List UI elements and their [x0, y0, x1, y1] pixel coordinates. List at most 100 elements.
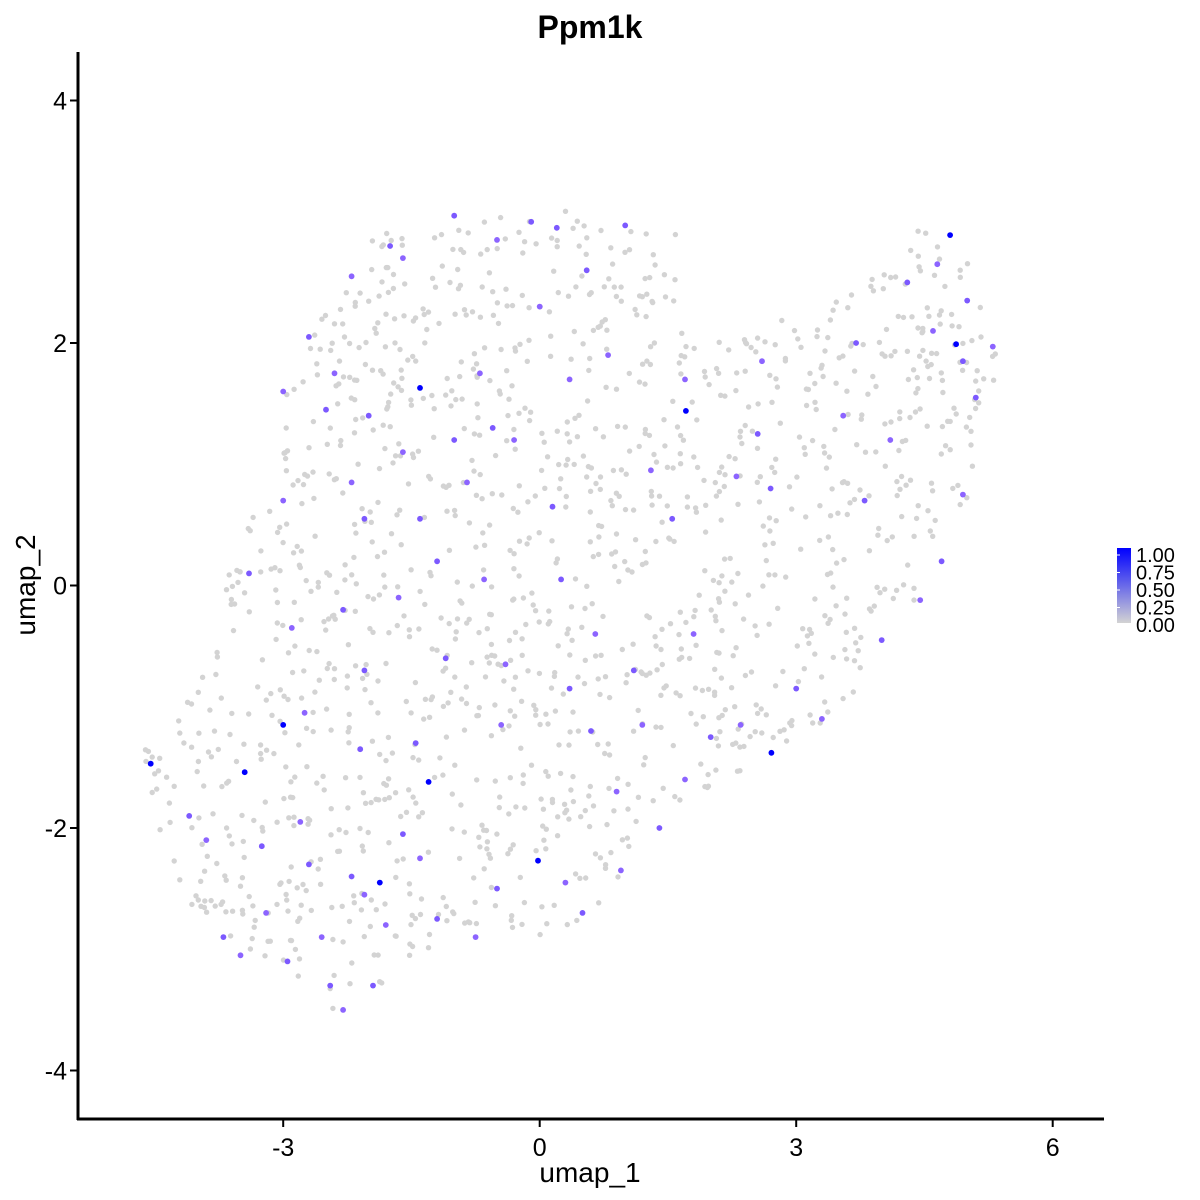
expressing-cell-point: [348, 873, 355, 880]
cell-point: [794, 474, 800, 480]
cell-point: [487, 377, 493, 384]
cell-point: [959, 367, 966, 373]
cell-point: [267, 508, 273, 514]
cell-point: [369, 266, 375, 273]
cell-point: [492, 778, 498, 784]
cell-point: [618, 284, 624, 290]
cell-point: [520, 772, 526, 778]
cell-point: [440, 894, 446, 901]
cell-point: [177, 730, 183, 736]
expressing-cell-point: [387, 243, 393, 249]
cell-point: [277, 881, 283, 887]
cell-point: [692, 607, 698, 614]
cell-point: [691, 454, 697, 460]
cell-point: [497, 391, 503, 397]
cell-point: [564, 419, 570, 425]
cell-point: [268, 690, 274, 697]
cell-point: [967, 414, 973, 421]
cell-point: [424, 326, 430, 333]
cell-point: [626, 370, 632, 377]
cell-point: [224, 780, 230, 786]
expressing-cell-point: [528, 218, 535, 225]
cell-point: [277, 524, 283, 530]
cell-point: [889, 534, 895, 540]
cell-point: [486, 522, 493, 528]
cell-point: [438, 231, 445, 238]
cell-point: [517, 874, 523, 881]
cell-point: [900, 582, 907, 588]
cell-point: [630, 507, 637, 513]
cell-point: [410, 794, 416, 800]
cell-point: [572, 415, 578, 421]
cell-point: [802, 451, 808, 457]
expressing-cell-point: [220, 934, 227, 940]
cell-point: [342, 775, 349, 781]
cell-point: [608, 245, 614, 251]
cell-point: [716, 580, 722, 586]
cell-point: [555, 814, 561, 820]
cell-point: [597, 691, 603, 698]
cell-point: [595, 741, 601, 748]
cell-point: [596, 522, 602, 529]
cell-point: [506, 811, 512, 817]
cell-point: [827, 616, 833, 623]
cell-point: [613, 531, 620, 537]
cell-point: [882, 353, 888, 359]
cell-point: [413, 358, 419, 364]
cell-point: [741, 743, 747, 750]
cell-point: [574, 434, 581, 440]
cell-point: [633, 818, 639, 825]
cell-point: [981, 376, 987, 382]
cell-point: [644, 358, 650, 364]
cell-point: [648, 493, 655, 499]
cell-point: [453, 629, 459, 635]
cell-point: [312, 332, 318, 338]
cell-point: [659, 626, 665, 632]
cell-point: [957, 501, 963, 508]
cell-point: [586, 793, 592, 799]
cell-point: [623, 471, 629, 477]
cell-point: [737, 744, 743, 750]
cell-point: [924, 305, 930, 311]
cell-point: [454, 616, 461, 622]
cell-point: [978, 334, 984, 340]
cell-point: [505, 412, 511, 419]
cell-point: [366, 298, 372, 304]
cell-point: [830, 654, 836, 661]
cell-point: [473, 544, 479, 550]
cell-point: [363, 339, 369, 346]
cell-point: [580, 341, 586, 347]
cell-point: [691, 345, 697, 352]
cell-point: [609, 503, 615, 509]
cell-point: [812, 380, 818, 387]
cell-point: [511, 566, 517, 572]
cell-point: [821, 443, 827, 450]
cell-point: [622, 249, 628, 255]
cell-point: [909, 314, 915, 320]
cell-point: [844, 511, 850, 518]
cell-point: [586, 367, 592, 374]
cell-point: [417, 911, 424, 918]
cell-point: [359, 506, 365, 512]
cell-point: [664, 503, 670, 509]
cell-point: [920, 325, 926, 332]
expressing-cell-point: [707, 734, 714, 740]
cell-point: [783, 738, 790, 744]
cell-point: [422, 601, 428, 608]
cell-point: [229, 841, 235, 847]
cell-point: [866, 606, 873, 612]
cell-point: [897, 415, 903, 422]
cell-point: [416, 757, 422, 763]
cell-point: [272, 565, 278, 571]
cell-point: [651, 340, 658, 346]
cell-point: [806, 626, 813, 633]
cell-point: [443, 734, 450, 740]
cell-point: [858, 634, 864, 641]
cell-point: [431, 406, 437, 412]
cell-point: [463, 684, 469, 690]
cell-point: [540, 823, 546, 829]
cell-point: [201, 783, 207, 789]
expressing-cell-point: [370, 982, 376, 989]
cell-point: [401, 313, 407, 319]
expressing-cell-point: [306, 861, 312, 868]
